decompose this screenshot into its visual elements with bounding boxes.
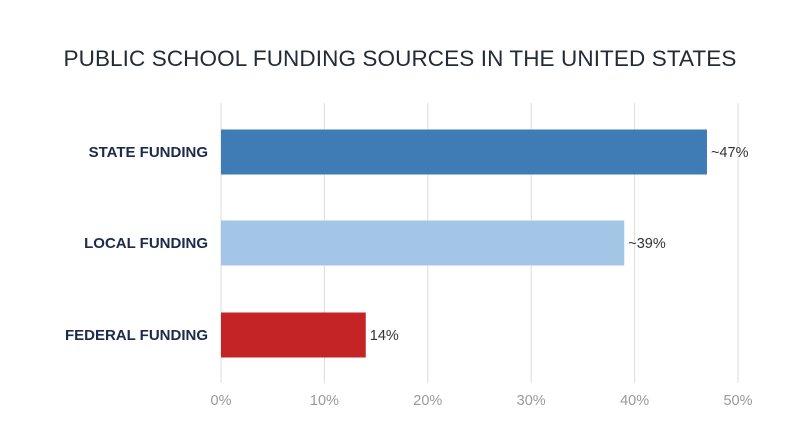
x-tick-label: 10%: [310, 393, 339, 409]
bar: [221, 129, 707, 175]
x-tick-label: 0%: [211, 393, 232, 409]
category-labels: STATE FUNDING LOCAL FUNDING FEDERAL FUNDIN…: [65, 144, 208, 344]
x-tick-labels: 0% 10% 20% 30% 40% 50%: [211, 393, 753, 409]
bar: [221, 220, 625, 266]
data-label: ~47%: [711, 145, 749, 161]
bar: [221, 312, 366, 358]
category-label: LOCAL FUNDING: [84, 235, 208, 252]
x-tick-label: 30%: [517, 393, 546, 409]
data-labels: ~47% ~39% 14%: [370, 145, 749, 344]
x-tick-label: 50%: [723, 393, 752, 409]
x-tick-label: 40%: [620, 393, 649, 409]
data-label: ~39%: [628, 236, 666, 252]
bars: [221, 129, 707, 358]
category-label: FEDERAL FUNDING: [65, 327, 208, 344]
x-tick-label: 20%: [413, 393, 442, 409]
category-label: STATE FUNDING: [89, 144, 208, 161]
data-label: 14%: [370, 328, 399, 344]
chart-title: PUBLIC SCHOOL FUNDING SOURCES IN THE UNI…: [63, 46, 737, 71]
